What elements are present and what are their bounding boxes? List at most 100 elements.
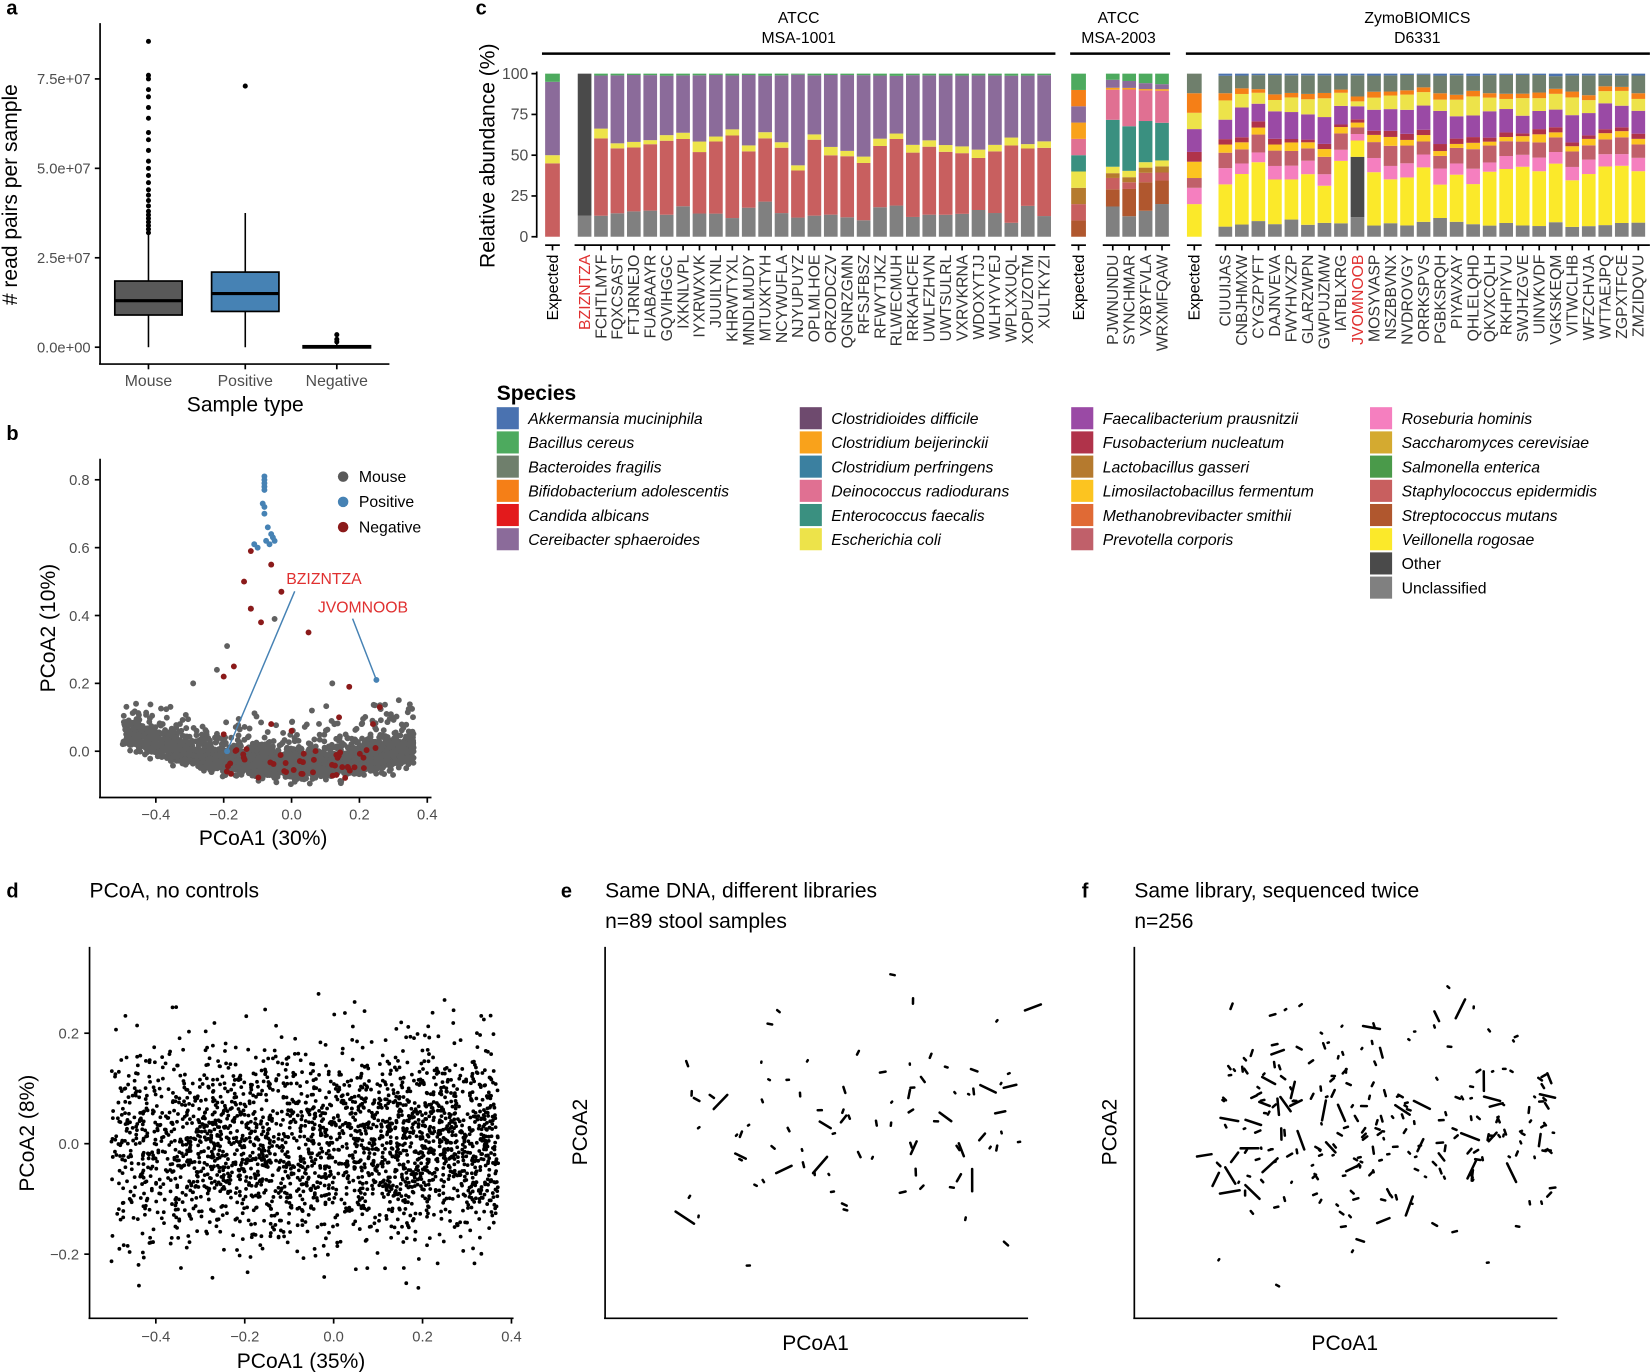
negative-point [247,548,254,554]
point [311,1126,316,1131]
bar-segment [1037,141,1052,148]
mouse-point [323,703,330,710]
point [305,1183,309,1188]
bar-segment [1565,115,1580,143]
bar-segment [791,170,805,218]
point [345,1092,350,1097]
point [222,1126,227,1130]
mouse-point [123,703,130,710]
mouse-point [190,752,197,759]
point [396,1058,400,1063]
point [298,1193,303,1198]
bar-segment [1614,73,1629,76]
point [118,1154,122,1158]
bar-segment [1548,88,1563,94]
bar-segment [758,132,772,139]
point [315,1225,320,1229]
bar-segment [1284,139,1299,143]
sample-label: NJYUPUYZ [790,254,807,338]
bar-segment [1138,162,1153,168]
point [120,1171,125,1176]
point [228,1062,233,1066]
point [360,1085,365,1090]
point [249,1222,253,1227]
bar-segment [1548,137,1563,153]
point [482,1209,487,1214]
point [295,1113,300,1118]
bar-segment [1548,127,1563,133]
bar-segment [1317,185,1332,223]
bar-segment [1301,114,1315,140]
point [224,1061,228,1066]
mouse-point [263,767,270,774]
bar-segment [1416,87,1431,93]
bar-segment [1565,97,1580,116]
point [406,1025,411,1029]
mouse-point [271,615,278,622]
mouse-point [348,735,355,742]
panel-c-stacked-bars: Relative abundance (%) Species 025507510… [477,10,1650,599]
bar-segment [938,214,953,237]
point [157,1177,162,1182]
point [492,1152,497,1157]
bar-segment [840,217,855,237]
bar-segment [856,75,871,157]
point [391,1088,396,1092]
point [251,1071,256,1076]
point [393,1190,397,1195]
point [349,1078,354,1083]
bar-segment [1482,93,1497,98]
point [393,1055,398,1060]
point [295,1249,300,1254]
stacked-bar [955,73,969,237]
bar-segment [1301,93,1315,100]
sample-label: WPLXXUQL [1004,254,1021,342]
bar-segment [1548,163,1563,223]
point [240,1211,245,1216]
point [241,1092,246,1096]
point [220,1213,225,1218]
bar-segment [873,145,887,208]
legend-label: Limosilactobacillus fermentum [1103,484,1314,501]
bar-segment [1400,94,1414,110]
bar-segment [643,75,658,141]
bar-segment [1565,142,1580,147]
bar-segment [1020,205,1035,237]
mouse-point [273,779,280,786]
point [475,1071,480,1076]
bar-segment [725,75,740,130]
bar-segment [1581,138,1596,146]
bar-segment [1218,139,1233,145]
bar-segment [659,135,674,141]
bar-segment [1317,73,1332,76]
stacked-bar [1037,73,1052,237]
sample-label: RFSJFBSZ [856,254,873,334]
point [318,1040,323,1045]
point [389,1068,393,1073]
point [281,1132,286,1136]
point [332,1175,336,1180]
point [439,1114,444,1118]
bar-segment [1515,154,1530,167]
legend-label: Fusobacterium nucleatum [1103,435,1284,452]
mouse-point [215,746,222,753]
stacked-bar [1416,73,1431,237]
bar-segment [1268,165,1282,180]
point [135,1023,139,1028]
bar-segment [1268,111,1282,139]
point [352,1165,357,1169]
bar-segment [1155,166,1169,173]
point [455,1223,460,1228]
negative-point [363,747,370,754]
point [185,1184,190,1189]
point [261,1129,266,1134]
bar-segment [692,213,707,237]
point [380,1143,385,1148]
point [403,1207,408,1211]
point [363,1238,368,1243]
point [187,1029,191,1034]
point [317,1109,321,1113]
point [235,1148,239,1153]
point [367,1151,372,1155]
mouse-point [306,780,313,787]
